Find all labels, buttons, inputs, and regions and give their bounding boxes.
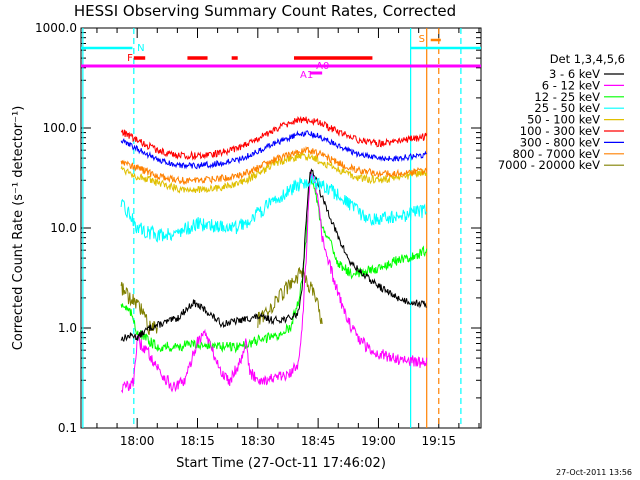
x-tick-label: 19:00 xyxy=(361,434,396,448)
legend-label: 7000 - 20000 keV xyxy=(498,158,600,172)
plot-area xyxy=(80,27,482,429)
legend-label: 12 - 25 keV xyxy=(534,90,600,104)
marker-label: A0 xyxy=(316,61,329,72)
marker-label: A1 xyxy=(300,70,313,81)
y-tick-label: 100.0 xyxy=(43,121,77,135)
series-line-800-7000-kev xyxy=(120,145,428,186)
series-line-6-12-kev xyxy=(121,170,428,394)
y-tick-label: 1.0 xyxy=(58,321,77,335)
y-axis: 0.1 1.0 10.0 100.0 1000.0 xyxy=(35,21,481,435)
legend-label: 25 - 50 keV xyxy=(534,101,600,115)
x-tick-label: 18:00 xyxy=(120,434,155,448)
legend-label: 100 - 300 keV xyxy=(520,124,600,138)
x-tick-label: 18:45 xyxy=(301,434,336,448)
x-axis-label: Start Time (27-Oct-11 17:46:02) xyxy=(176,456,386,471)
series-line-300-800-kev xyxy=(120,130,427,170)
series-line-3-6-kev xyxy=(120,168,427,342)
series-lines xyxy=(120,115,428,394)
legend-label: 300 - 800 keV xyxy=(520,135,600,149)
marker-label: S xyxy=(419,34,425,45)
x-tick-label: 18:30 xyxy=(241,434,276,448)
x-tick-label: 19:15 xyxy=(421,434,456,448)
y-tick-label: 1000.0 xyxy=(35,21,77,35)
y-tick-label: 0.1 xyxy=(58,421,77,435)
series-line-100-300-kev xyxy=(120,115,428,161)
y-tick-label: 10.0 xyxy=(50,221,77,235)
timestamp: 27-Oct-2011 13:56 xyxy=(556,468,632,477)
series-line-12-25-kev xyxy=(120,173,428,354)
series-line-25-50-kev xyxy=(120,172,427,243)
legend-title: Det 1,3,4,5,6 xyxy=(550,52,625,66)
marker-label: F xyxy=(127,53,133,64)
legend-label: 50 - 100 keV xyxy=(527,113,600,127)
y-axis-label: Corrected Count Rate (s⁻¹ detector⁻¹) xyxy=(11,106,26,351)
x-axis: 18:00 18:15 18:30 18:45 19:00 19:15 xyxy=(96,28,480,448)
marker-label: N xyxy=(137,43,144,54)
legend-label: 3 - 6 keV xyxy=(549,67,600,81)
plot-frame xyxy=(80,27,482,429)
chart-title: HESSI Observing Summary Count Rates, Cor… xyxy=(74,2,456,20)
legend-label: 6 - 12 keV xyxy=(542,78,600,92)
series-line-50-100-kev xyxy=(120,151,428,194)
legend-label: 800 - 7000 keV xyxy=(512,147,600,161)
x-tick-label: 18:15 xyxy=(180,434,215,448)
